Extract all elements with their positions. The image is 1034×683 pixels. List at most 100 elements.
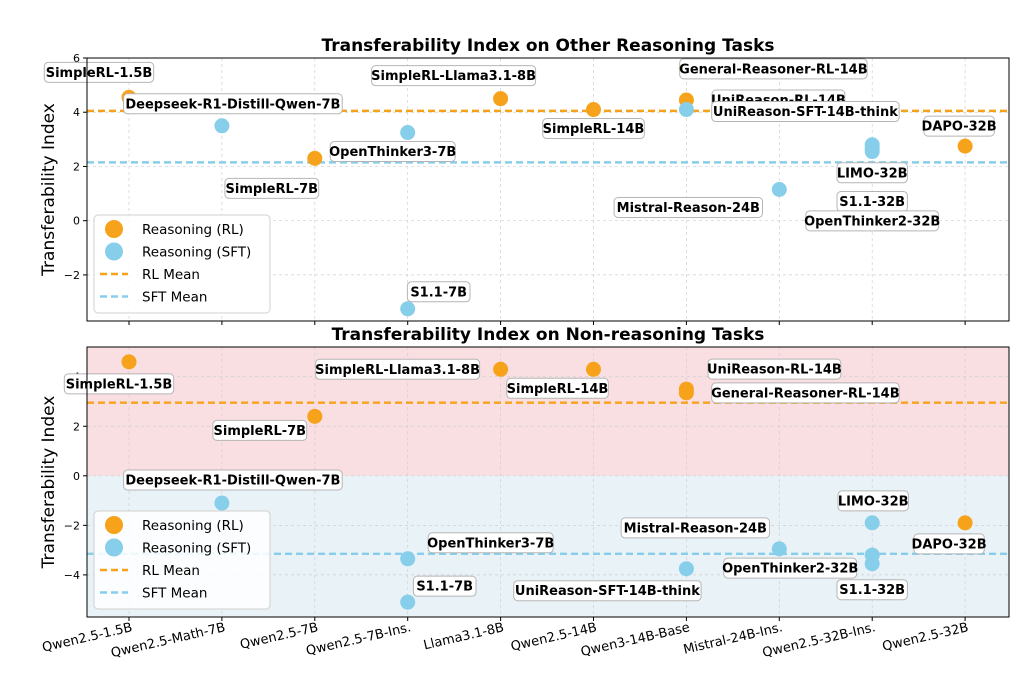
x-tick-label: Qwen2.5-7B-Ins. xyxy=(305,620,413,659)
y-tick-label: 0 xyxy=(73,215,80,228)
point-label-box xyxy=(707,358,842,380)
sft-point xyxy=(214,495,230,511)
y-tick-label: −2 xyxy=(64,269,80,282)
point-label-box xyxy=(723,557,858,579)
point-label: S1.1-7B xyxy=(410,285,467,300)
sft-point xyxy=(400,125,416,141)
chart-title: Transferability Index on Non-reasoning T… xyxy=(332,325,765,345)
point-label: Mistral-Reason-24B xyxy=(617,201,760,216)
y-axis-label: Transferability Index xyxy=(39,103,59,277)
legend-rl-marker xyxy=(105,220,123,238)
point-label-box xyxy=(542,118,645,140)
point-label: General-Reasoner-RL-14B xyxy=(679,62,867,77)
sft-point xyxy=(864,141,880,157)
rl-point xyxy=(493,361,509,377)
sft-point xyxy=(678,102,694,118)
point-labels: SimpleRL-1.5B SimpleRL-7B SimpleRL-Llama3.… xyxy=(63,358,987,602)
point-label: UniReason-SFT-14B-think xyxy=(713,105,898,120)
point-label-box xyxy=(63,373,175,395)
point-label-box xyxy=(711,101,900,123)
rl-point xyxy=(957,138,973,154)
point-label: DAPO-32B xyxy=(912,537,987,552)
legend: Reasoning (RL) Reasoning (SFT) RL Mean SFT … xyxy=(93,214,271,314)
point-label: SimpleRL-7B xyxy=(226,182,319,197)
sft-point xyxy=(400,594,416,610)
point-label-box xyxy=(711,382,900,404)
point-labels: SimpleRL-1.5B SimpleRL-7B SimpleRL-Llama3.… xyxy=(43,58,997,303)
point-label: SimpleRL-14B xyxy=(543,122,645,137)
point-label-box xyxy=(836,579,908,601)
plot-frame xyxy=(86,346,1010,618)
legend-label: RL Mean xyxy=(142,267,200,283)
point-label-box xyxy=(836,162,908,184)
chart-title: Transferability Index on Other Reasoning… xyxy=(321,36,774,56)
legend-box xyxy=(93,510,271,610)
point-label-box xyxy=(329,141,456,163)
legend-label: SFT Mean xyxy=(142,290,207,306)
point-label-box xyxy=(513,580,702,602)
y-tick-label: 2 xyxy=(73,420,80,433)
x-tick-label: Qwen2.5-32B xyxy=(881,620,970,654)
point-label: S1.1-7B xyxy=(416,580,473,595)
point-label: SimpleRL-14B xyxy=(507,382,609,397)
x-tick-label: Llama3.1-8B xyxy=(422,620,505,653)
rl-point xyxy=(307,150,323,166)
point-label-box xyxy=(923,115,995,137)
legend-rl-marker xyxy=(105,516,123,534)
y-tick-label: 6 xyxy=(73,52,80,65)
rl-point xyxy=(678,385,694,401)
point-label: SimpleRL-Llama3.1-8B xyxy=(315,363,480,378)
rl-point xyxy=(586,361,601,377)
legend-label: Reasoning (SFT) xyxy=(142,245,251,261)
point-label: Deepseek-R1-Distill-Qwen-7B xyxy=(125,97,340,112)
y-tick-label: −2 xyxy=(64,519,80,532)
y-tick-label: −4 xyxy=(64,569,80,582)
point-label: Mistral-Reason-24B xyxy=(624,521,767,536)
point-label-box xyxy=(315,358,481,380)
legend-label: SFT Mean xyxy=(142,586,207,602)
point-label-box xyxy=(212,419,308,441)
point-label-box xyxy=(613,197,763,218)
point-label-box xyxy=(805,210,940,232)
point-label: DAPO-32B xyxy=(922,120,997,135)
sft-point xyxy=(771,541,787,557)
rl-point xyxy=(586,102,601,118)
legend-sft-marker xyxy=(105,538,123,557)
sft-point xyxy=(864,556,880,572)
point-label-box xyxy=(123,93,343,115)
sft-point xyxy=(771,182,787,197)
point-label-box xyxy=(412,575,477,597)
point-label: S1.1-32B xyxy=(839,583,905,598)
point-label-box xyxy=(913,533,985,555)
bottom-panel: −4−2024SimpleRL-1.5BSimpleRL-7BSimpleRL-… xyxy=(39,325,1010,621)
point-label-box xyxy=(224,177,320,199)
point-label: S1.1-32B xyxy=(839,195,905,210)
sft-point xyxy=(400,551,416,567)
point-label: SimpleRL-1.5B xyxy=(46,66,153,81)
legend: Reasoning (RL) Reasoning (SFT) RL Mean SFT … xyxy=(93,510,271,610)
point-label-box xyxy=(123,469,343,491)
point-label: UniReason-SFT-14B-think xyxy=(515,584,700,599)
rl-point xyxy=(957,515,973,531)
point-label-box xyxy=(506,377,609,399)
point-label: General-Reasoner-RL-14B xyxy=(711,386,899,401)
point-label: UniReason-RL-14B xyxy=(707,363,842,378)
point-label: SimpleRL-7B xyxy=(214,424,307,439)
point-label-box xyxy=(837,490,909,512)
legend-label: Reasoning (RL) xyxy=(142,222,244,238)
point-label: OpenThinker3-7B xyxy=(329,145,456,160)
point-label-box xyxy=(620,517,770,539)
plot-frame xyxy=(86,57,1010,322)
point-label: OpenThinker3-7B xyxy=(427,536,554,551)
point-label: SimpleRL-Llama3.1-8B xyxy=(371,69,536,84)
point-label-box xyxy=(679,58,868,80)
legend-sft-marker xyxy=(105,242,123,261)
point-label: LIMO-32B xyxy=(837,166,908,181)
y-axis-label: Transferability Index xyxy=(39,396,59,570)
legend-label: Reasoning (RL) xyxy=(142,518,244,534)
point-label: LIMO-32B xyxy=(838,494,909,509)
point-label: SimpleRL-1.5B xyxy=(66,377,173,392)
